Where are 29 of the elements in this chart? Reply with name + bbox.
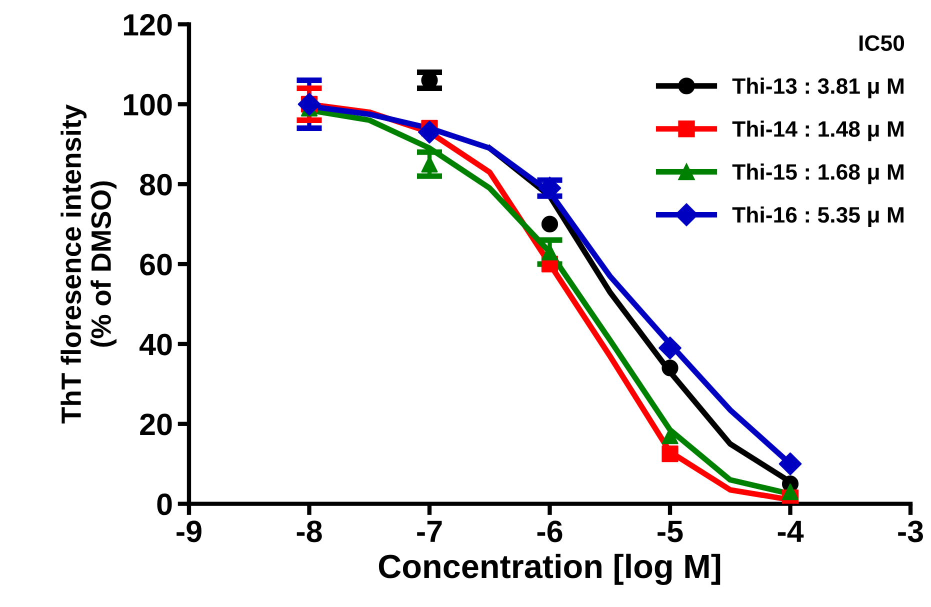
y-tick-label: 120 xyxy=(124,14,172,36)
legend-label: Thi-13 : 3.81 μ M xyxy=(732,78,904,98)
y-tick-label: 40 xyxy=(140,334,172,356)
x-tick-label: -8 xyxy=(296,520,322,542)
y-tick-label: 100 xyxy=(124,94,172,116)
x-tick-label: -3 xyxy=(898,520,923,542)
point xyxy=(782,484,799,500)
x-tick-label: -5 xyxy=(658,520,683,542)
point xyxy=(298,92,321,116)
y-tick-label: 20 xyxy=(140,414,172,436)
x-tick-label: -6 xyxy=(537,520,562,542)
point xyxy=(541,216,558,232)
x-axis-title: Concentration [log M] xyxy=(378,554,720,586)
y-tick-label: 80 xyxy=(140,174,172,196)
x-tick-label: -7 xyxy=(417,520,442,542)
legend-label: Thi-15 : 1.68 μ M xyxy=(732,164,904,184)
point xyxy=(418,120,441,144)
legend-title: IC50 xyxy=(859,35,904,52)
x-tick-label: -9 xyxy=(176,520,202,542)
point xyxy=(662,446,678,462)
legend-label: Thi-14 : 1.48 μ M xyxy=(732,120,904,142)
y-tick-label: 0 xyxy=(157,494,172,516)
point xyxy=(778,452,802,476)
legend-label: Thi-16 : 5.35 μ M xyxy=(732,206,904,228)
x-tick-label: -4 xyxy=(778,520,804,542)
y-axis-title: ThT floresence intensity (% of DMSO) xyxy=(60,104,116,424)
y-tick-label: 60 xyxy=(140,254,172,276)
point xyxy=(662,360,678,376)
point xyxy=(658,336,682,360)
